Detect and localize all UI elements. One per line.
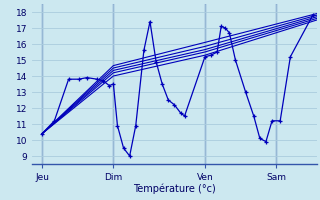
X-axis label: Température (°c): Température (°c) — [133, 183, 216, 194]
